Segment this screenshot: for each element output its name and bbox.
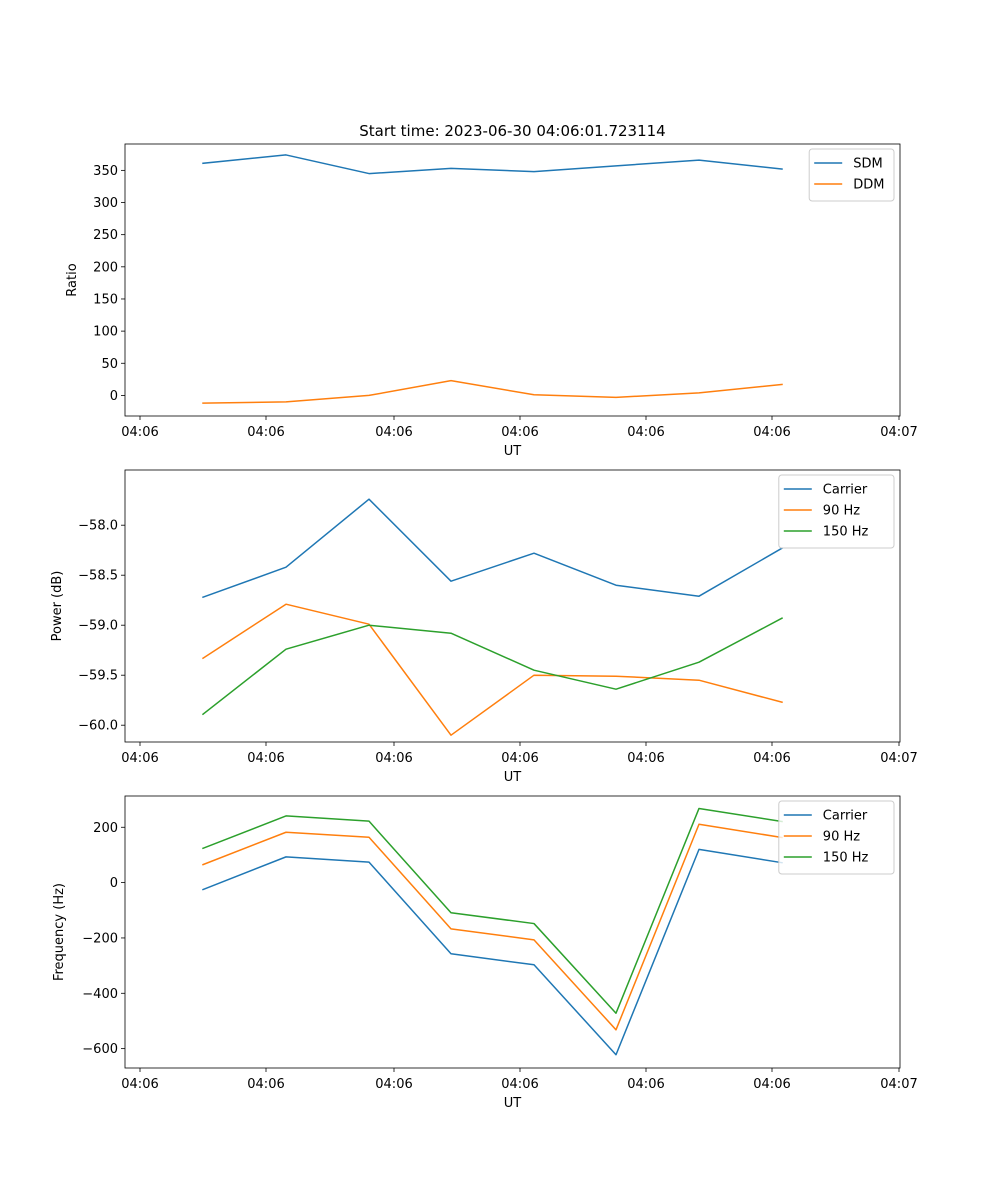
legend-label: Carrier [823,483,868,498]
x-tick-label: 04:06 [121,425,158,440]
y-tick-label: 50 [101,357,118,372]
x-tick-label: 04:06 [753,751,790,766]
series-line-150-hz [202,807,783,1014]
series-line-carrier [202,848,783,1056]
y-tick-label: −60.0 [78,719,118,734]
y-tick-label: 0 [110,876,118,891]
legend-label: SDM [853,157,882,172]
x-tick-label: 04:06 [627,1077,664,1092]
series-line-90-hz [202,823,783,1031]
x-axis-label: UT [504,770,522,785]
x-tick-label: 04:06 [247,425,284,440]
y-tick-label: 150 [93,292,118,307]
axes-frame [124,469,901,743]
series-line-90-hz [201,603,783,736]
x-tick-label: 04:07 [880,425,917,440]
x-tick-label: 04:06 [501,425,538,440]
y-tick-label: −200 [82,931,118,946]
legend-label: 150 Hz [823,851,869,866]
y-tick-label: 200 [93,260,118,275]
y-axis-label: Ratio [65,263,80,296]
x-tick-label: 04:06 [247,751,284,766]
y-tick-label: −59.0 [78,619,118,634]
legend-box [808,148,895,202]
y-tick-label: −58.0 [78,519,118,534]
legend: Carrier 90 Hz 150 Hz [778,474,895,549]
y-axis-label: Frequency (Hz) [52,883,67,981]
x-axis-label: UT [504,444,522,459]
x-axis-label: UT [504,1096,522,1111]
chart-panel-2: 04:06 04:06 04:06 04:06 04:06 04:06 04:07 −60.0… [50,469,918,785]
series-line-ddm [202,379,783,404]
y-tick-label: −400 [82,987,118,1002]
x-tick-label: 04:06 [627,751,664,766]
x-tick-label: 04:06 [501,1077,538,1092]
y-tick-label: 200 [93,821,118,836]
series-line-carrier [202,498,784,599]
y-axis-label: Power (dB) [50,571,65,642]
legend: SDM DDM [808,148,895,202]
legend-label: 90 Hz [823,830,860,845]
panels: 04:06 04:06 04:06 04:06 04:06 04:06 04:07 0 50 10… [50,143,918,1111]
axes-frame [124,795,901,1069]
legend-label: 90 Hz [823,504,860,519]
legend-box [778,800,895,875]
y-tick-label: −58.5 [78,569,118,584]
legend: Carrier 90 Hz 150 Hz [778,800,895,875]
x-tick-label: 04:06 [375,1077,412,1092]
chart-panel-1: 04:06 04:06 04:06 04:06 04:06 04:06 04:07 0 50 10… [65,143,918,459]
axes-frame [124,143,901,417]
x-tick-label: 04:06 [121,1077,158,1092]
series-line-sdm [202,154,783,175]
x-tick-label: 04:06 [501,751,538,766]
y-tick-label: 300 [93,196,118,211]
y-tick-label: −59.5 [78,669,118,684]
x-tick-label: 04:06 [627,425,664,440]
y-tick-label: −600 [82,1042,118,1057]
legend-box [778,474,895,549]
x-tick-label: 04:06 [375,425,412,440]
x-tick-label: 04:06 [753,1077,790,1092]
x-tick-label: 04:06 [753,425,790,440]
legend-label: 150 Hz [823,525,869,540]
y-tick-label: 350 [93,164,118,179]
x-tick-label: 04:06 [375,751,412,766]
y-tick-label: 0 [110,389,118,404]
x-tick-label: 04:07 [880,751,917,766]
x-tick-label: 04:06 [247,1077,284,1092]
chart-panel-3: 04:06 04:06 04:06 04:06 04:06 04:06 04:07 −600 −… [52,795,918,1111]
figure-title: Start time: 2023-06-30 04:06:01.723114 [359,122,665,140]
y-tick-label: 100 [93,325,118,340]
legend-label: DDM [853,178,884,193]
legend-label: Carrier [823,809,868,824]
series-line-150-hz [201,617,784,716]
x-tick-label: 04:06 [121,751,158,766]
x-tick-label: 04:07 [880,1077,917,1092]
y-tick-label: 250 [93,228,118,243]
